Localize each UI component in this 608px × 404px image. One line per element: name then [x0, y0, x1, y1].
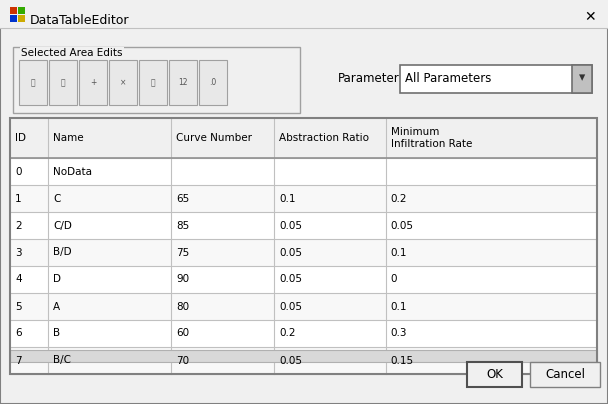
Bar [18, 15, 25, 22]
Text: 0.05: 0.05 [279, 356, 302, 366]
Bar [10, 118, 597, 158]
Bar [467, 362, 522, 387]
Bar [10, 185, 597, 212]
Text: A: A [53, 301, 60, 311]
Bar [530, 362, 600, 387]
Bar [49, 60, 77, 105]
Text: 0.05: 0.05 [391, 221, 413, 231]
Text: 0.1: 0.1 [279, 194, 295, 204]
Bar [199, 60, 227, 105]
Text: C: C [53, 194, 61, 204]
Text: 0.2: 0.2 [279, 328, 295, 339]
Bar [10, 320, 597, 347]
Bar [10, 118, 597, 374]
Text: 65: 65 [176, 194, 190, 204]
Text: 85: 85 [176, 221, 190, 231]
Text: 0.2: 0.2 [391, 194, 407, 204]
Text: Selected Area Edits: Selected Area Edits [21, 48, 122, 58]
Text: 0.05: 0.05 [279, 248, 302, 257]
Text: 3: 3 [15, 248, 22, 257]
Bar [10, 158, 597, 185]
Text: Cancel: Cancel [545, 368, 585, 381]
Text: 0.1: 0.1 [391, 248, 407, 257]
Bar [10, 350, 597, 362]
Bar [18, 7, 25, 14]
Text: Name: Name [53, 133, 84, 143]
Text: 0.05: 0.05 [279, 301, 302, 311]
Bar [572, 65, 592, 93]
Bar [10, 212, 597, 239]
Text: 4: 4 [15, 274, 22, 284]
Text: 2: 2 [15, 221, 22, 231]
Text: 70: 70 [176, 356, 190, 366]
Text: 7: 7 [15, 356, 22, 366]
Text: 0.3: 0.3 [391, 328, 407, 339]
Text: NoData: NoData [53, 166, 92, 177]
Text: 0: 0 [15, 166, 21, 177]
Bar [109, 60, 137, 105]
Text: B/C: B/C [53, 356, 71, 366]
Bar [10, 266, 597, 293]
Text: DataTableEditor: DataTableEditor [30, 14, 130, 27]
Text: 12: 12 [178, 78, 188, 87]
Text: ✕: ✕ [584, 10, 596, 24]
Bar [169, 60, 197, 105]
Text: ⬛: ⬛ [61, 78, 65, 87]
Text: B/D: B/D [53, 248, 72, 257]
Bar [582, 118, 597, 374]
Bar [0, 0, 608, 28]
Text: D: D [53, 274, 61, 284]
Bar [139, 60, 167, 105]
Text: 0.05: 0.05 [279, 221, 302, 231]
Text: OK: OK [486, 368, 503, 381]
Text: Curve Number: Curve Number [176, 133, 252, 143]
Bar [13, 47, 300, 113]
Text: 60: 60 [176, 328, 190, 339]
Bar [10, 239, 597, 266]
Bar [79, 60, 107, 105]
Text: 0.15: 0.15 [391, 356, 414, 366]
Text: ▾: ▾ [579, 72, 585, 84]
Bar [19, 60, 47, 105]
Text: .0: .0 [209, 78, 216, 87]
Text: 5: 5 [15, 301, 22, 311]
Text: ⬛: ⬛ [151, 78, 155, 87]
Text: 0.05: 0.05 [279, 274, 302, 284]
Text: +: + [90, 78, 96, 87]
Bar [10, 15, 17, 22]
Text: 75: 75 [176, 248, 190, 257]
Text: Minimum
Infiltration Rate: Minimum Infiltration Rate [391, 127, 472, 149]
Text: 6: 6 [15, 328, 22, 339]
Text: Parameter:: Parameter: [338, 72, 404, 84]
Text: 90: 90 [176, 274, 190, 284]
Bar [10, 347, 597, 374]
Text: C/D: C/D [53, 221, 72, 231]
Bar [572, 65, 592, 93]
Text: ×: × [120, 78, 126, 87]
Bar [10, 118, 597, 374]
Text: ID: ID [15, 133, 26, 143]
Text: Abstraction Ratio: Abstraction Ratio [279, 133, 369, 143]
Text: 1: 1 [15, 194, 22, 204]
Bar [10, 293, 597, 320]
Text: 0.1: 0.1 [391, 301, 407, 311]
Text: B: B [53, 328, 60, 339]
Text: 80: 80 [176, 301, 190, 311]
Bar [10, 7, 17, 14]
Text: 0: 0 [391, 274, 397, 284]
Text: ⬛: ⬛ [30, 78, 35, 87]
Text: All Parameters: All Parameters [405, 72, 491, 84]
Bar [400, 65, 592, 93]
